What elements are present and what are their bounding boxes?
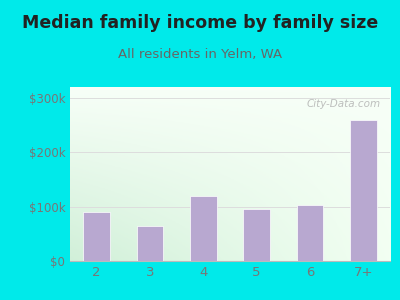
Bar [350, 120, 377, 261]
Bar [190, 196, 217, 261]
Text: Median family income by family size: Median family income by family size [22, 14, 378, 32]
Bar [83, 212, 110, 261]
Bar [243, 209, 270, 261]
Bar [297, 205, 323, 261]
Bar [137, 226, 163, 261]
Text: All residents in Yelm, WA: All residents in Yelm, WA [118, 48, 282, 61]
Text: City-Data.com: City-Data.com [306, 99, 380, 109]
